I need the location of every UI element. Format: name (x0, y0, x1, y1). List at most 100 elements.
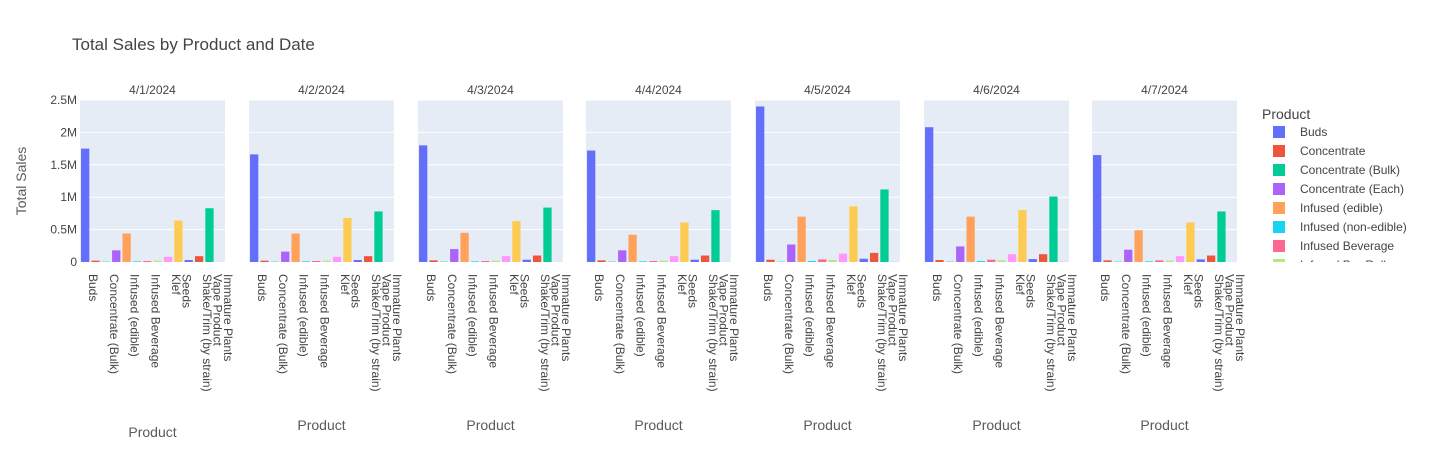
bar[interactable] (587, 150, 596, 262)
bar[interactable] (669, 256, 679, 262)
bar[interactable] (659, 260, 668, 262)
bar[interactable] (501, 256, 511, 262)
bar[interactable] (522, 259, 531, 262)
bar[interactable] (543, 207, 552, 262)
bar[interactable] (312, 261, 321, 262)
bar[interactable] (1134, 230, 1143, 262)
x-tick-label: Concentrate (Bulk) (276, 274, 290, 374)
bar[interactable] (638, 261, 648, 262)
bar[interactable] (680, 222, 689, 262)
bar[interactable] (260, 260, 269, 262)
bar[interactable] (1175, 256, 1185, 262)
bar[interactable] (1124, 249, 1133, 262)
bar[interactable] (756, 106, 765, 262)
bar[interactable] (281, 251, 290, 262)
bar[interactable] (153, 260, 162, 262)
bar[interactable] (112, 250, 121, 262)
bar[interactable] (807, 261, 817, 262)
legend-item[interactable]: Infused Beverage (1273, 239, 1394, 253)
bar[interactable] (1028, 259, 1037, 262)
bar[interactable] (987, 259, 996, 262)
bar[interactable] (353, 260, 362, 262)
bar[interactable] (194, 256, 204, 262)
bar[interactable] (143, 261, 152, 262)
bar[interactable] (838, 253, 848, 262)
bar[interactable] (250, 154, 259, 262)
bar[interactable] (766, 259, 775, 262)
bar[interactable] (1144, 261, 1154, 262)
bar[interactable] (163, 256, 173, 262)
bar[interactable] (1018, 210, 1027, 262)
bar[interactable] (849, 206, 858, 262)
bar[interactable] (956, 246, 965, 262)
legend-item[interactable]: Concentrate (1273, 144, 1366, 158)
x-tick-label: Buds (424, 274, 438, 301)
bar[interactable] (1049, 196, 1058, 262)
bar[interactable] (997, 260, 1006, 262)
bar[interactable] (1155, 260, 1164, 262)
bar[interactable] (91, 260, 100, 262)
bar[interactable] (1093, 155, 1102, 262)
legend-item[interactable]: Concentrate (Each) (1273, 182, 1404, 196)
bar[interactable] (470, 261, 480, 262)
bar[interactable] (1217, 211, 1226, 262)
bar[interactable] (174, 220, 183, 262)
x-tick-label: Infused (edible) (297, 274, 311, 357)
bar[interactable] (132, 261, 142, 262)
bar[interactable] (935, 260, 944, 262)
bar[interactable] (828, 260, 837, 262)
bar[interactable] (460, 232, 469, 262)
bar[interactable] (925, 127, 934, 262)
bar[interactable] (374, 211, 383, 262)
bar[interactable] (301, 261, 311, 262)
legend-item[interactable]: Infused (non-edible) (1273, 220, 1407, 234)
bar[interactable] (322, 260, 331, 262)
y-tick-label: 1.5M (50, 158, 77, 172)
bar[interactable] (184, 260, 193, 262)
bar[interactable] (869, 252, 879, 262)
bar[interactable] (450, 249, 459, 262)
legend-item[interactable]: Concentrate (Bulk) (1273, 163, 1400, 177)
bar[interactable] (880, 189, 889, 262)
bar[interactable] (690, 259, 699, 262)
bar[interactable] (532, 255, 542, 262)
x-tick-label: Seeds (179, 274, 193, 308)
bar[interactable] (818, 259, 827, 262)
bar[interactable] (787, 244, 796, 262)
x-tick-label: Infused Beverage (148, 274, 162, 368)
bar[interactable] (491, 260, 500, 262)
bar[interactable] (1186, 222, 1195, 262)
bar[interactable] (976, 261, 986, 262)
x-tick-label: Klef (675, 274, 689, 295)
bar[interactable] (205, 208, 214, 262)
legend-item[interactable]: Infused (edible) (1273, 201, 1383, 215)
bar[interactable] (1007, 254, 1017, 262)
bar[interactable] (1038, 254, 1048, 262)
bar[interactable] (597, 260, 606, 262)
bar[interactable] (618, 250, 627, 262)
bar[interactable] (1165, 260, 1174, 262)
bar[interactable] (122, 233, 131, 262)
bar[interactable] (700, 255, 710, 262)
bar[interactable] (966, 216, 975, 262)
bar[interactable] (81, 148, 90, 262)
bar[interactable] (481, 261, 490, 262)
bar[interactable] (628, 234, 637, 262)
bar[interactable] (419, 145, 428, 262)
legend-item[interactable]: Buds (1273, 125, 1327, 139)
bar[interactable] (512, 221, 521, 262)
bar[interactable] (859, 258, 868, 262)
bar[interactable] (711, 210, 720, 262)
bar[interactable] (291, 233, 300, 262)
bar[interactable] (1206, 255, 1216, 262)
bar[interactable] (649, 261, 658, 262)
bar[interactable] (343, 217, 352, 262)
bar[interactable] (429, 260, 438, 262)
legend-item[interactable]: Infused Pre-Roll (1273, 258, 1386, 272)
bar[interactable] (1196, 259, 1205, 262)
bar[interactable] (797, 216, 806, 262)
x-tick-label: Infused (edible) (972, 274, 986, 357)
bar[interactable] (332, 256, 342, 262)
bar[interactable] (1103, 260, 1112, 262)
bar[interactable] (363, 256, 373, 262)
